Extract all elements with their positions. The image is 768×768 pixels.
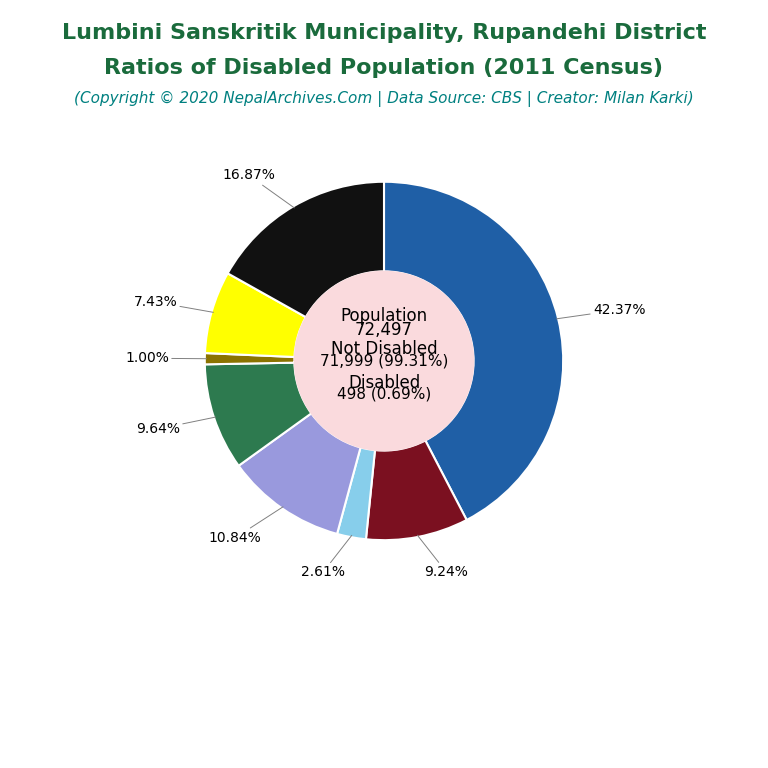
- Text: 71,999 (99.31%): 71,999 (99.31%): [319, 354, 449, 369]
- Wedge shape: [205, 362, 311, 465]
- Text: Ratios of Disabled Population (2011 Census): Ratios of Disabled Population (2011 Cens…: [104, 58, 664, 78]
- Wedge shape: [384, 182, 563, 520]
- Text: (Copyright © 2020 NepalArchives.Com | Data Source: CBS | Creator: Milan Karki): (Copyright © 2020 NepalArchives.Com | Da…: [74, 91, 694, 107]
- Text: 7.43%: 7.43%: [134, 295, 214, 313]
- Text: Lumbini Sanskritik Municipality, Rupandehi District: Lumbini Sanskritik Municipality, Rupande…: [61, 23, 707, 43]
- Wedge shape: [239, 413, 360, 534]
- Wedge shape: [205, 353, 294, 364]
- Wedge shape: [205, 273, 306, 357]
- Wedge shape: [337, 448, 375, 539]
- Circle shape: [294, 271, 474, 451]
- Wedge shape: [227, 182, 384, 317]
- Text: 16.87%: 16.87%: [223, 168, 294, 208]
- Wedge shape: [366, 441, 467, 540]
- Text: 9.64%: 9.64%: [136, 417, 216, 436]
- Text: Not Disabled: Not Disabled: [331, 340, 437, 359]
- Text: Population: Population: [340, 307, 428, 325]
- Text: 72,497: 72,497: [355, 321, 413, 339]
- Text: 2.61%: 2.61%: [301, 535, 352, 579]
- Text: 1.00%: 1.00%: [125, 351, 207, 366]
- Text: 498 (0.69%): 498 (0.69%): [337, 387, 431, 402]
- Text: Disabled: Disabled: [348, 373, 420, 392]
- Text: 10.84%: 10.84%: [209, 507, 283, 545]
- Text: 42.37%: 42.37%: [556, 303, 645, 319]
- Text: 9.24%: 9.24%: [417, 535, 468, 579]
